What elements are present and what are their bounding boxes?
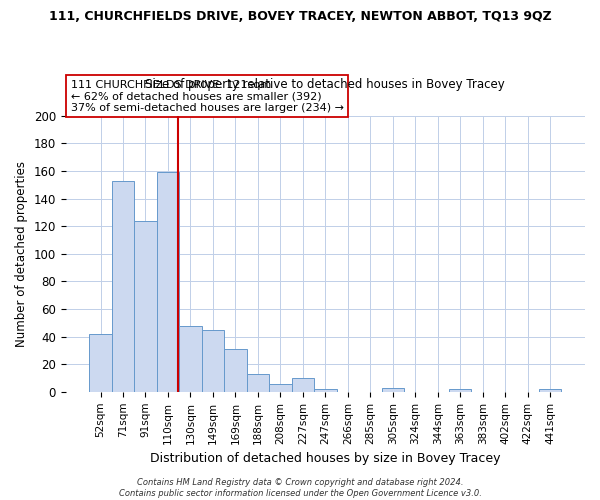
Bar: [314, 389, 337, 392]
Text: 111 CHURCHFIELDS DRIVE: 121sqm
← 62% of detached houses are smaller (392)
37% of: 111 CHURCHFIELDS DRIVE: 121sqm ← 62% of …: [71, 80, 344, 113]
X-axis label: Distribution of detached houses by size in Bovey Tracey: Distribution of detached houses by size …: [150, 452, 500, 465]
Bar: [134, 220, 157, 392]
Bar: [269, 384, 292, 392]
Bar: [224, 349, 247, 392]
Text: Contains HM Land Registry data © Crown copyright and database right 2024.
Contai: Contains HM Land Registry data © Crown c…: [119, 478, 481, 498]
Bar: [382, 388, 404, 392]
Bar: [157, 172, 179, 392]
Bar: [179, 326, 202, 392]
Y-axis label: Number of detached properties: Number of detached properties: [15, 161, 28, 347]
Title: Size of property relative to detached houses in Bovey Tracey: Size of property relative to detached ho…: [145, 78, 505, 91]
Bar: [247, 374, 269, 392]
Bar: [112, 180, 134, 392]
Bar: [449, 389, 472, 392]
Text: 111, CHURCHFIELDS DRIVE, BOVEY TRACEY, NEWTON ABBOT, TQ13 9QZ: 111, CHURCHFIELDS DRIVE, BOVEY TRACEY, N…: [49, 10, 551, 23]
Bar: [89, 334, 112, 392]
Bar: [202, 330, 224, 392]
Bar: [539, 389, 562, 392]
Bar: [292, 378, 314, 392]
